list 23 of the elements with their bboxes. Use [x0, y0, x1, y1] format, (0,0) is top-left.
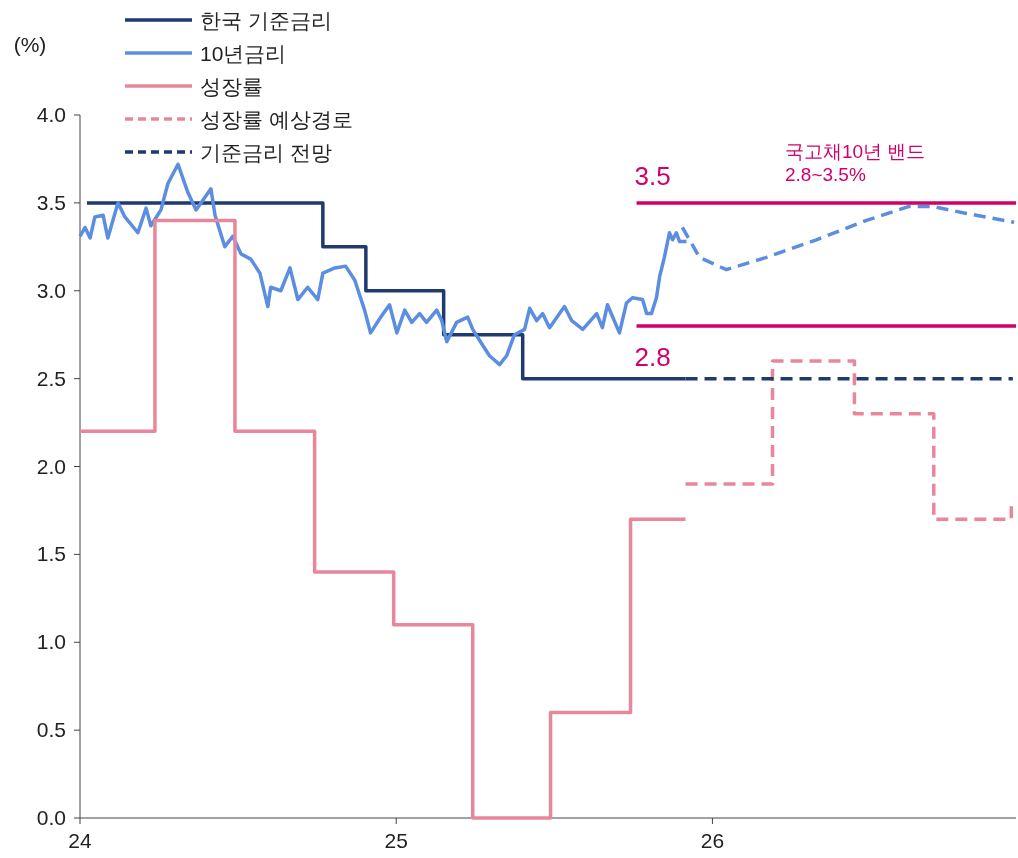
- y-tick-label: 0.5: [36, 718, 66, 742]
- annotation: 3.5: [634, 160, 671, 191]
- legend-label: 10년금리: [200, 42, 287, 65]
- y-axis-title: (%): [13, 33, 47, 56]
- annotation: 2.8: [634, 341, 671, 372]
- y-tick-label: 2.5: [36, 366, 66, 390]
- legend-label: 성장률 예상경로: [200, 108, 353, 131]
- line-series: [680, 204, 1016, 272]
- y-tick-label: 1.5: [36, 542, 66, 566]
- y-tick-label: 2.0: [36, 454, 66, 478]
- x-tick-label: 26: [700, 829, 725, 852]
- legend-label: 성장률: [200, 75, 263, 98]
- y-tick-label: 3.5: [36, 190, 66, 214]
- annotation: 국고채10년 밴드 2.8~3.5%: [785, 141, 926, 185]
- line-series: [78, 162, 689, 367]
- y-tick-label: 1.0: [36, 630, 66, 654]
- legend-label: 기준금리 전망: [200, 141, 332, 164]
- y-tick-label: 0.0: [36, 806, 66, 829]
- x-tick-label: 24: [68, 829, 92, 852]
- legend-label: 한국 기준금리: [200, 9, 332, 32]
- y-tick-label: 3.0: [36, 278, 66, 302]
- y-tick-label: 4.0: [36, 103, 66, 126]
- x-tick-label: 25: [384, 829, 408, 852]
